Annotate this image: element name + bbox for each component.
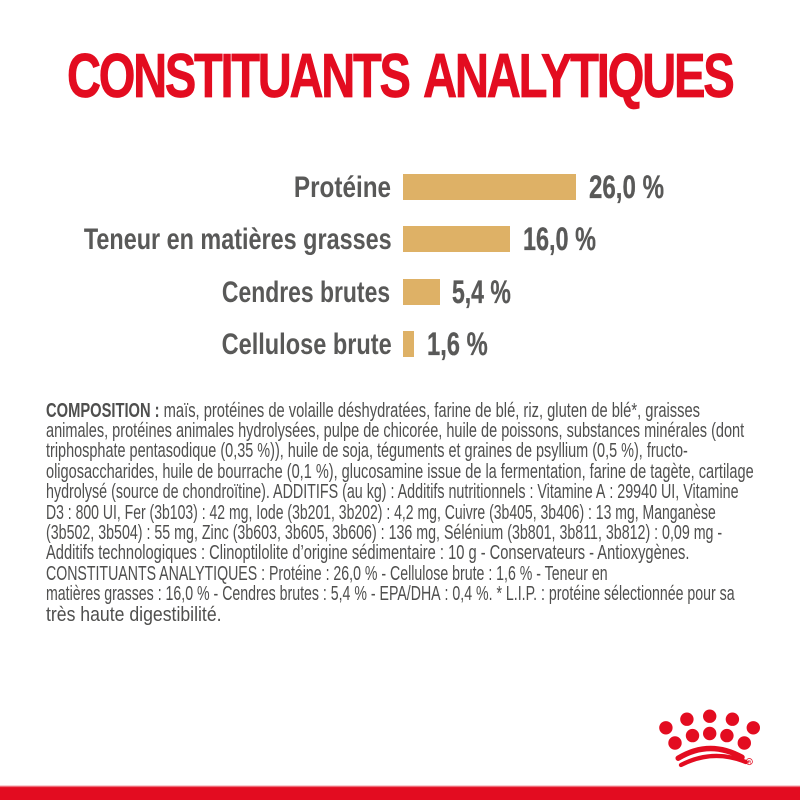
- svg-text:R: R: [748, 759, 752, 765]
